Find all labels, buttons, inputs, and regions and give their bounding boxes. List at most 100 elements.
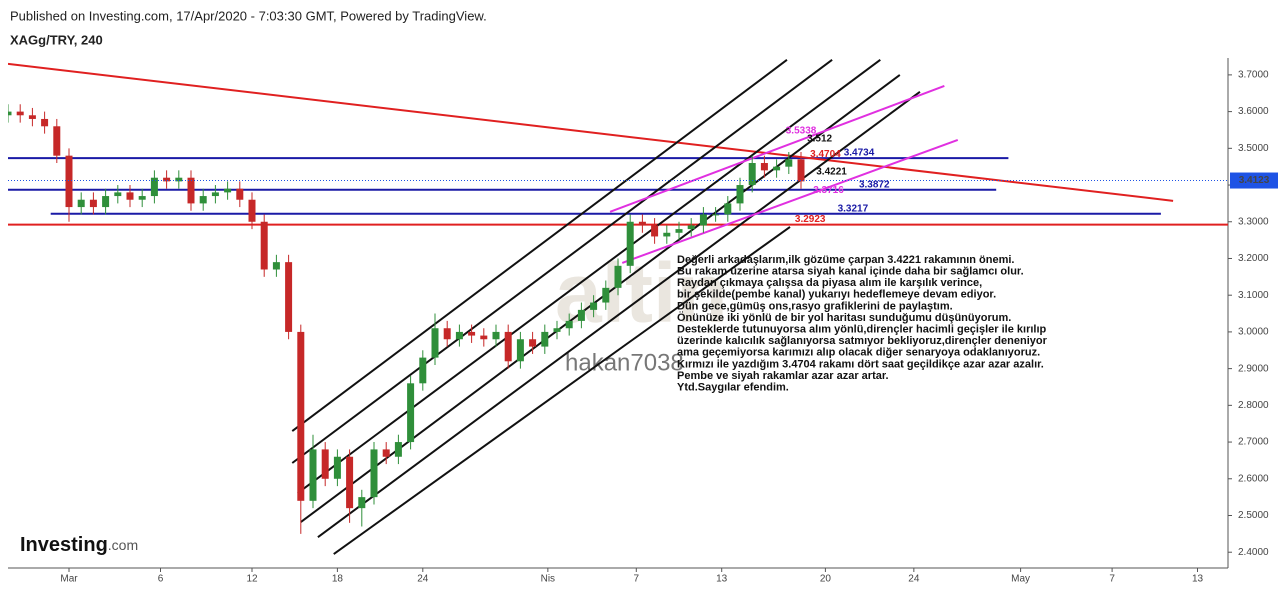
candle-body xyxy=(724,203,732,215)
candle-body xyxy=(687,225,695,230)
note-line: Raydan çıkmaya çalışsa da piyasa alım il… xyxy=(677,277,982,289)
annotation: 3.3872 xyxy=(859,179,890,190)
candle-body xyxy=(358,497,366,509)
note-line: Desteklerde tutunuyorsa alım yönlü,diren… xyxy=(677,324,1047,336)
candle-body xyxy=(504,331,512,362)
candle-body xyxy=(529,339,537,347)
x-tick-label: 13 xyxy=(1192,574,1204,585)
annotation: 3.4704 xyxy=(810,149,841,160)
candle-body xyxy=(797,159,805,182)
candle-body xyxy=(211,192,219,197)
candle-body xyxy=(431,328,439,358)
note-line: üzerinde kalıcılık sağlanıyorsa satmıyor… xyxy=(677,335,1048,347)
candle-body xyxy=(626,221,634,266)
y-tick-label: 2.5000 xyxy=(1238,510,1269,521)
note-line: Kırmızı ile yazdığım 3.4704 rakamı dört … xyxy=(677,358,1044,370)
y-tick-label: 2.8000 xyxy=(1238,400,1269,411)
candle-body xyxy=(77,199,85,208)
candle-body xyxy=(333,456,341,479)
y-tick-label: 3.3000 xyxy=(1238,216,1269,227)
trendline xyxy=(333,226,791,555)
y-tick-label: 3.2000 xyxy=(1238,253,1269,264)
brand: Investing.com xyxy=(20,534,138,556)
watermark-user: hakan7038 xyxy=(565,349,684,376)
candle-body xyxy=(760,163,768,171)
candle-body xyxy=(712,214,720,216)
candle-body xyxy=(102,196,110,208)
note-line: Ytd.Saygılar efendim. xyxy=(677,382,789,394)
candle-body xyxy=(455,331,463,340)
brand-name: Investing xyxy=(20,534,108,556)
candle-body xyxy=(736,185,744,204)
candle-body xyxy=(187,177,195,204)
plot xyxy=(8,59,1228,555)
trendline xyxy=(291,59,833,464)
candle-body xyxy=(224,188,232,193)
annotation: 3.4221 xyxy=(816,167,847,178)
trendline xyxy=(297,59,881,494)
candle-body xyxy=(577,309,585,321)
trendline xyxy=(609,84,945,213)
last-price-box xyxy=(1230,172,1278,189)
candle-body xyxy=(553,328,561,332)
candle-body xyxy=(65,155,73,208)
candle-body xyxy=(175,177,183,182)
candle-body xyxy=(28,115,36,119)
candle-body xyxy=(370,449,378,498)
x-tick-label: Nis xyxy=(541,574,555,585)
y-tick-label: 3.0000 xyxy=(1238,327,1269,338)
note-line: bir şekilde(pembe kanal) yukarıyı hedefl… xyxy=(677,289,996,301)
x-tick-label: Mar xyxy=(60,574,78,585)
x-tick-label: 12 xyxy=(246,574,258,585)
annotation: 3.5338 xyxy=(786,126,817,137)
candle-body xyxy=(260,221,268,270)
candle-body xyxy=(53,126,61,156)
candle-body xyxy=(468,331,476,336)
y-tick-label: 2.6000 xyxy=(1238,473,1269,484)
candle-body xyxy=(8,111,12,116)
y-tick-label: 3.1000 xyxy=(1238,290,1269,301)
candle-body xyxy=(773,166,781,171)
candle-body xyxy=(16,111,24,116)
candle-body xyxy=(394,442,402,457)
x-tick-label: 20 xyxy=(820,574,832,585)
trendline xyxy=(291,59,788,432)
candle-body xyxy=(443,328,451,340)
note-line: Değerli arkadaşlarım,ilk gözüme çarpan 3… xyxy=(677,254,1014,266)
candle-body xyxy=(407,383,415,443)
note-line: Pembe ve siyah rakamlar azar azar artar. xyxy=(677,370,889,382)
x-tick-label: 7 xyxy=(634,574,640,585)
candle-body xyxy=(419,357,427,384)
candle-body xyxy=(272,262,280,270)
candle-body xyxy=(638,221,646,226)
last-price-label: 3.4123 xyxy=(1239,175,1270,186)
candle-body xyxy=(663,232,671,237)
candle-body xyxy=(785,159,793,167)
candle-body xyxy=(565,320,573,329)
candle-body xyxy=(236,188,244,200)
candle-body xyxy=(748,163,756,186)
candle-body xyxy=(199,196,207,204)
trendline xyxy=(317,90,921,538)
annotation: 3.4734 xyxy=(844,148,875,159)
symbol: XAGg/TRY, 240 xyxy=(10,32,103,47)
candle-body xyxy=(297,331,305,501)
brand-suffix: .com xyxy=(108,537,138,553)
annotation: 3.2923 xyxy=(795,214,826,225)
y-tick-label: 2.4000 xyxy=(1238,547,1269,558)
candle-body xyxy=(126,192,134,200)
note-line: Bu rakam üzerine atarsa siyah kanal için… xyxy=(677,266,1024,278)
candle-body xyxy=(382,449,390,457)
candle-body xyxy=(492,331,500,340)
x-tick-label: 24 xyxy=(908,574,920,585)
y-tick-label: 2.7000 xyxy=(1238,437,1269,448)
x-tick-label: 13 xyxy=(716,574,728,585)
candle-body xyxy=(138,196,146,200)
candle-body xyxy=(114,192,122,197)
candle-body xyxy=(150,177,158,197)
note-line: ama geçemiyorsa karımızı alıp olacak diğ… xyxy=(677,347,1040,359)
note-line: Önünüze iki yönlü de bir yol haritası su… xyxy=(677,311,1011,324)
header: Published on Investing.com, 17/Apr/2020 … xyxy=(10,8,487,23)
y-tick-label: 3.7000 xyxy=(1238,70,1269,81)
